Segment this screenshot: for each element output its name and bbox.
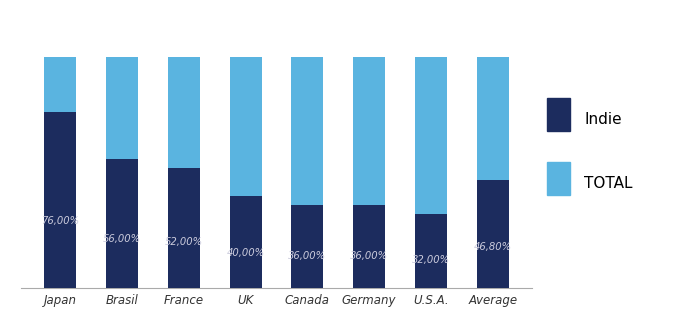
Bar xyxy=(230,196,262,288)
Text: Indie music publishers control shares in Spotify Top 50: Indie music publishers control shares in… xyxy=(115,17,585,32)
Bar xyxy=(477,57,509,288)
Text: 40,00%: 40,00% xyxy=(227,248,265,258)
Bar xyxy=(477,180,509,288)
Text: 46,80%: 46,80% xyxy=(474,242,512,252)
Bar xyxy=(291,57,323,288)
Bar xyxy=(168,168,200,288)
FancyBboxPatch shape xyxy=(547,98,570,131)
Bar xyxy=(44,112,76,288)
Bar xyxy=(353,205,385,288)
Text: 36,00%: 36,00% xyxy=(288,252,326,261)
Bar xyxy=(44,57,76,288)
Text: 32,00%: 32,00% xyxy=(412,255,450,265)
Text: 36,00%: 36,00% xyxy=(350,252,389,261)
FancyBboxPatch shape xyxy=(547,162,570,195)
Text: Indie: Indie xyxy=(584,113,622,127)
Bar xyxy=(106,57,138,288)
Bar xyxy=(168,57,200,288)
Bar xyxy=(415,214,447,288)
Bar xyxy=(230,57,262,288)
Text: TOTAL: TOTAL xyxy=(584,177,633,191)
Bar xyxy=(291,205,323,288)
Bar xyxy=(106,159,138,288)
Text: 56,00%: 56,00% xyxy=(103,234,141,244)
Text: 76,00%: 76,00% xyxy=(41,216,79,226)
Bar xyxy=(415,57,447,288)
Text: 52,00%: 52,00% xyxy=(164,237,203,247)
Bar xyxy=(353,57,385,288)
